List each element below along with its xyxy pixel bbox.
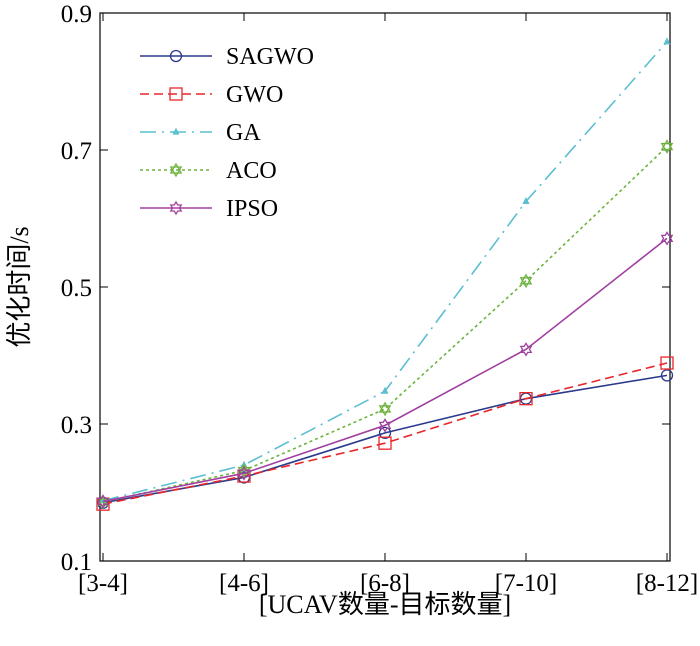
legend-item-ga: GA [140, 120, 261, 146]
x-tick-label: [4-6] [219, 570, 269, 597]
legend-label: GWO [226, 82, 283, 108]
x-tick-label: [7-10] [495, 570, 557, 597]
data-point-sagwo [660, 369, 674, 382]
data-point-aco-part [96, 498, 110, 510]
data-point-ga [381, 386, 389, 394]
data-point-ipso [660, 231, 674, 246]
x-tick-label: [8-12] [636, 570, 698, 597]
y-tick-label: 0.3 [61, 412, 92, 439]
legend-item-aco: ACO [140, 158, 277, 184]
data-point-gwo [660, 356, 674, 370]
data-point-aco-part [660, 142, 674, 154]
data-point-aco [519, 273, 533, 289]
legend-marker-part [169, 162, 183, 174]
data-point-ga [663, 37, 671, 45]
data-point-aco-part [378, 401, 392, 413]
y-axis-title: 优化时间/s [5, 226, 34, 347]
data-point-aco-part [519, 277, 533, 289]
y-tick-label: 0.7 [61, 138, 92, 165]
data-point-ipso [96, 494, 110, 509]
legend-marker-part [169, 166, 183, 178]
data-point-ipso [237, 466, 251, 481]
legend-label: IPSO [226, 196, 278, 222]
legend-label: SAGWO [226, 44, 314, 70]
y-tick-label: 0.1 [61, 549, 92, 576]
x-axis-title: [UCAV数量-目标数量] [259, 590, 511, 619]
series-ipso [96, 231, 674, 509]
data-point-gwo [519, 392, 533, 406]
y-tick-label: 0.9 [61, 1, 92, 28]
data-point-ga [522, 196, 530, 205]
x-tick-label: [3-4] [78, 570, 128, 597]
data-point-aco [660, 139, 674, 154]
series-aco [96, 139, 674, 510]
series-line-sagwo [102, 374, 668, 504]
data-point-sagwo [378, 426, 392, 440]
legend-item-gwo: GWO [140, 82, 283, 108]
legend-marker [169, 162, 183, 178]
data-point-aco-part [519, 273, 533, 285]
series-line-aco [102, 145, 668, 503]
legend-label: GA [226, 120, 261, 146]
legend-marker [172, 127, 180, 135]
series-layer [96, 37, 674, 511]
data-point-aco-part [660, 139, 674, 151]
legend-label: ACO [226, 158, 277, 184]
data-point-aco [378, 401, 392, 417]
series-line-ipso [102, 237, 668, 503]
legend-marker [169, 87, 183, 101]
legend-item-sagwo: SAGWO [140, 44, 314, 70]
data-point-gwo [378, 436, 392, 450]
data-point-ipso [378, 418, 392, 433]
legend-item-ipso: IPSO [140, 196, 278, 222]
data-point-ipso [519, 342, 533, 357]
data-point-aco-part [378, 405, 392, 417]
x-tick-label: [6-8] [360, 570, 410, 597]
y-tick-label: 0.5 [61, 275, 92, 302]
legend-box [128, 30, 324, 220]
series-line-gwo [102, 362, 668, 505]
legend-marker [169, 49, 183, 63]
axis-ticks: [3-4] [4-6] [6-8] [7-10] [8-12] 0.1 0.3 0.5 0.7 0… [61, 1, 698, 597]
legend: SAGWO GWO GA ACO IPSO [128, 30, 324, 222]
legend-marker [169, 200, 183, 216]
